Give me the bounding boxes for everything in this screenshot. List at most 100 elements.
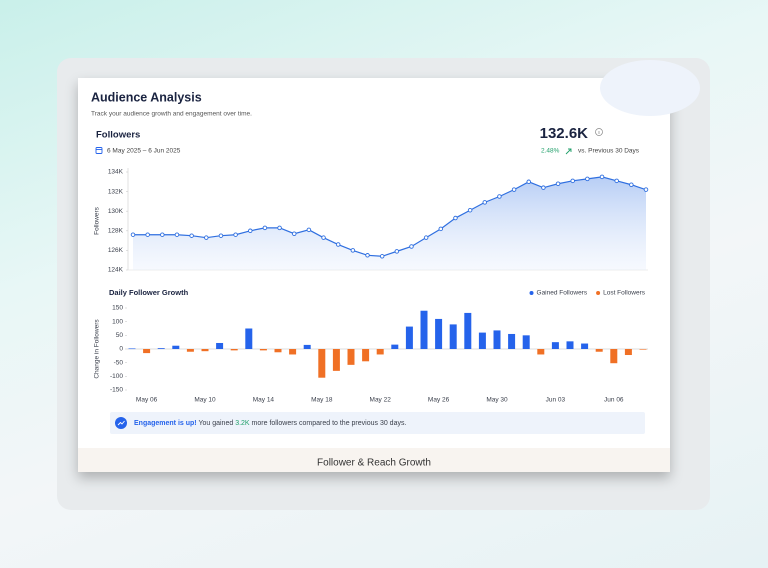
bar bbox=[376, 349, 384, 355]
bar bbox=[274, 349, 282, 353]
bar bbox=[157, 348, 165, 349]
point bbox=[145, 232, 150, 237]
caption: Follower & Reach Growth bbox=[317, 458, 431, 469]
bar bbox=[464, 312, 472, 349]
banner-after: more followers compared to the previous … bbox=[252, 420, 407, 427]
point bbox=[423, 235, 429, 240]
banner-text: Engagement is up! You gained 3.2K more f… bbox=[134, 420, 406, 427]
chart-title: Daily Follower Growth bbox=[109, 288, 189, 297]
banner-before: You gained bbox=[198, 420, 233, 427]
bar bbox=[216, 342, 224, 349]
bar bbox=[332, 349, 340, 371]
point bbox=[174, 232, 180, 237]
point bbox=[394, 249, 400, 254]
x-tick-label: May 26 bbox=[428, 397, 450, 404]
x-tick-label: Jun 06 bbox=[604, 397, 624, 404]
point bbox=[409, 244, 414, 249]
point bbox=[482, 200, 488, 205]
point bbox=[189, 233, 194, 238]
bar bbox=[595, 349, 603, 352]
point bbox=[365, 253, 370, 258]
bar bbox=[610, 349, 618, 364]
x-tick-label: May 14 bbox=[253, 397, 275, 404]
point bbox=[497, 194, 502, 199]
bar bbox=[478, 332, 486, 349]
legend-label: Lost Followers bbox=[603, 290, 646, 297]
bar bbox=[581, 343, 589, 349]
bar bbox=[303, 344, 311, 349]
bar bbox=[449, 324, 457, 349]
change-percent: 2.48% bbox=[541, 148, 560, 155]
point bbox=[555, 181, 561, 187]
point bbox=[160, 232, 165, 237]
card bbox=[78, 78, 670, 472]
point bbox=[629, 182, 634, 187]
banner bbox=[110, 412, 645, 434]
bar bbox=[318, 349, 326, 378]
bar bbox=[172, 345, 180, 349]
total-followers: 132.6K bbox=[540, 125, 589, 142]
bar bbox=[201, 349, 209, 352]
page-subtitle: Track your audience growth and engagemen… bbox=[91, 111, 252, 118]
bar bbox=[362, 349, 370, 362]
bar bbox=[289, 349, 297, 355]
y-tick-label: 126K bbox=[108, 247, 124, 254]
y-tick-label: -150 bbox=[110, 387, 123, 394]
point bbox=[379, 254, 385, 259]
bar bbox=[522, 335, 530, 349]
y-tick-label: 50 bbox=[116, 332, 124, 339]
bar bbox=[551, 342, 559, 349]
info-icon bbox=[595, 128, 603, 136]
bar bbox=[537, 349, 545, 355]
calendar-icon bbox=[95, 147, 103, 154]
point bbox=[248, 228, 253, 234]
point bbox=[438, 226, 444, 232]
y-axis-label: Followers bbox=[94, 206, 101, 235]
x-tick-label: May 10 bbox=[194, 397, 216, 404]
point bbox=[130, 232, 136, 237]
x-tick-label: May 30 bbox=[486, 397, 508, 404]
line bbox=[133, 176, 647, 257]
y-tick-label: 134K bbox=[108, 169, 124, 176]
bar bbox=[347, 349, 355, 365]
y-tick-label: 0 bbox=[119, 346, 123, 353]
y-tick-label: 124K bbox=[108, 267, 124, 274]
caption-strip bbox=[78, 448, 670, 472]
area-fill bbox=[133, 176, 646, 270]
point bbox=[526, 179, 531, 185]
y-tick-label: -100 bbox=[110, 373, 123, 380]
point bbox=[570, 178, 575, 184]
bar bbox=[245, 328, 253, 349]
bar bbox=[566, 341, 574, 349]
y-tick-label: 130K bbox=[108, 208, 124, 215]
point bbox=[262, 225, 268, 231]
legend-label: Gained Followers bbox=[537, 290, 588, 297]
date-range: 6 May 2025 – 6 Jun 2025 bbox=[107, 148, 181, 155]
point bbox=[511, 187, 517, 192]
bar bbox=[143, 349, 151, 354]
bar bbox=[405, 326, 413, 349]
y-tick-label: 128K bbox=[108, 228, 124, 235]
legend-swatch bbox=[596, 291, 601, 295]
point bbox=[291, 231, 297, 236]
comparison: vs. Previous 30 Days bbox=[578, 148, 640, 155]
bar bbox=[624, 349, 632, 356]
bar bbox=[508, 333, 516, 349]
y-tick-label: 100 bbox=[112, 318, 123, 325]
x-tick-label: Jun 03 bbox=[546, 397, 566, 404]
y-tick-label: 150 bbox=[112, 305, 123, 312]
x-tick-label: May 22 bbox=[370, 397, 392, 404]
bar bbox=[435, 318, 443, 349]
banner-amount: 3.2K bbox=[235, 420, 250, 427]
point bbox=[335, 242, 341, 247]
banner-highlight: Engagement is up! bbox=[134, 420, 197, 427]
bar bbox=[259, 349, 267, 351]
bar bbox=[420, 310, 428, 349]
point bbox=[585, 176, 590, 182]
banner-icon-glyph bbox=[117, 420, 125, 426]
bar bbox=[493, 330, 501, 349]
point bbox=[233, 232, 238, 237]
point bbox=[643, 187, 649, 192]
bar bbox=[186, 349, 194, 352]
